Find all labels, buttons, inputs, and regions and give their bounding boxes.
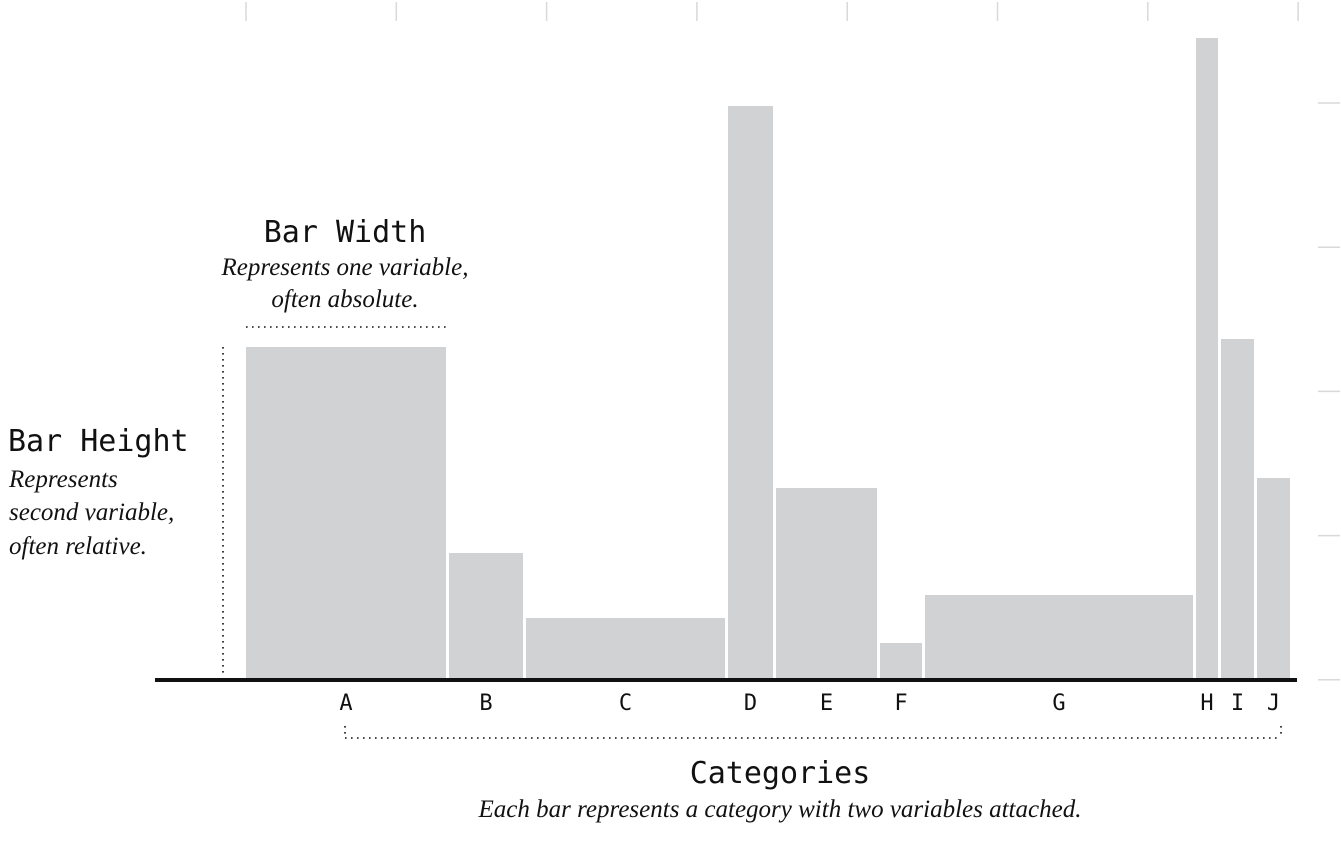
bar-c: [526, 618, 725, 678]
bar-j: [1257, 478, 1290, 678]
categories-description: Each bar represents a category with two …: [478, 796, 1082, 823]
bar-height-description-line-3: often relative.: [9, 533, 147, 560]
bar-width-description-line-1: Represents one variable,: [221, 254, 469, 281]
bars-group: [246, 38, 1290, 678]
bar-height-description-line-1: Represents: [8, 466, 118, 493]
category-label-e: E: [820, 691, 833, 716]
top-axis-ticks: [245, 2, 1299, 21]
categories-title: Categories: [690, 756, 871, 791]
category-label-f: F: [894, 691, 907, 716]
category-label-c: C: [619, 691, 632, 716]
bar-i: [1221, 339, 1254, 678]
bar-e: [776, 488, 877, 678]
category-label-b: B: [479, 691, 492, 716]
bar-f: [880, 643, 922, 678]
category-label-h: H: [1200, 691, 1213, 716]
bar-d: [728, 106, 773, 678]
bar-a: [246, 347, 446, 678]
category-label-a: A: [339, 691, 352, 716]
categories-annotation: Categories Each bar represents a categor…: [344, 726, 1282, 823]
bar-width-annotation: Bar Width Represents one variable, often…: [221, 215, 469, 328]
category-label-i: I: [1231, 691, 1244, 716]
category-label-d: D: [744, 691, 757, 716]
category-label-g: G: [1052, 691, 1065, 716]
bar-b: [449, 553, 523, 678]
bar-height-description-line-2: second variable,: [9, 499, 174, 526]
category-label-j: J: [1267, 691, 1280, 716]
bar-height-title: Bar Height: [8, 424, 189, 459]
bar-g: [925, 595, 1193, 678]
bar-width-title: Bar Width: [264, 215, 427, 250]
bar-width-description-line-2: often absolute.: [271, 286, 418, 313]
bar-height-annotation: Bar Height Represents second variable, o…: [8, 347, 224, 674]
bar-h: [1196, 38, 1218, 678]
right-axis-ticks: [1318, 102, 1340, 681]
